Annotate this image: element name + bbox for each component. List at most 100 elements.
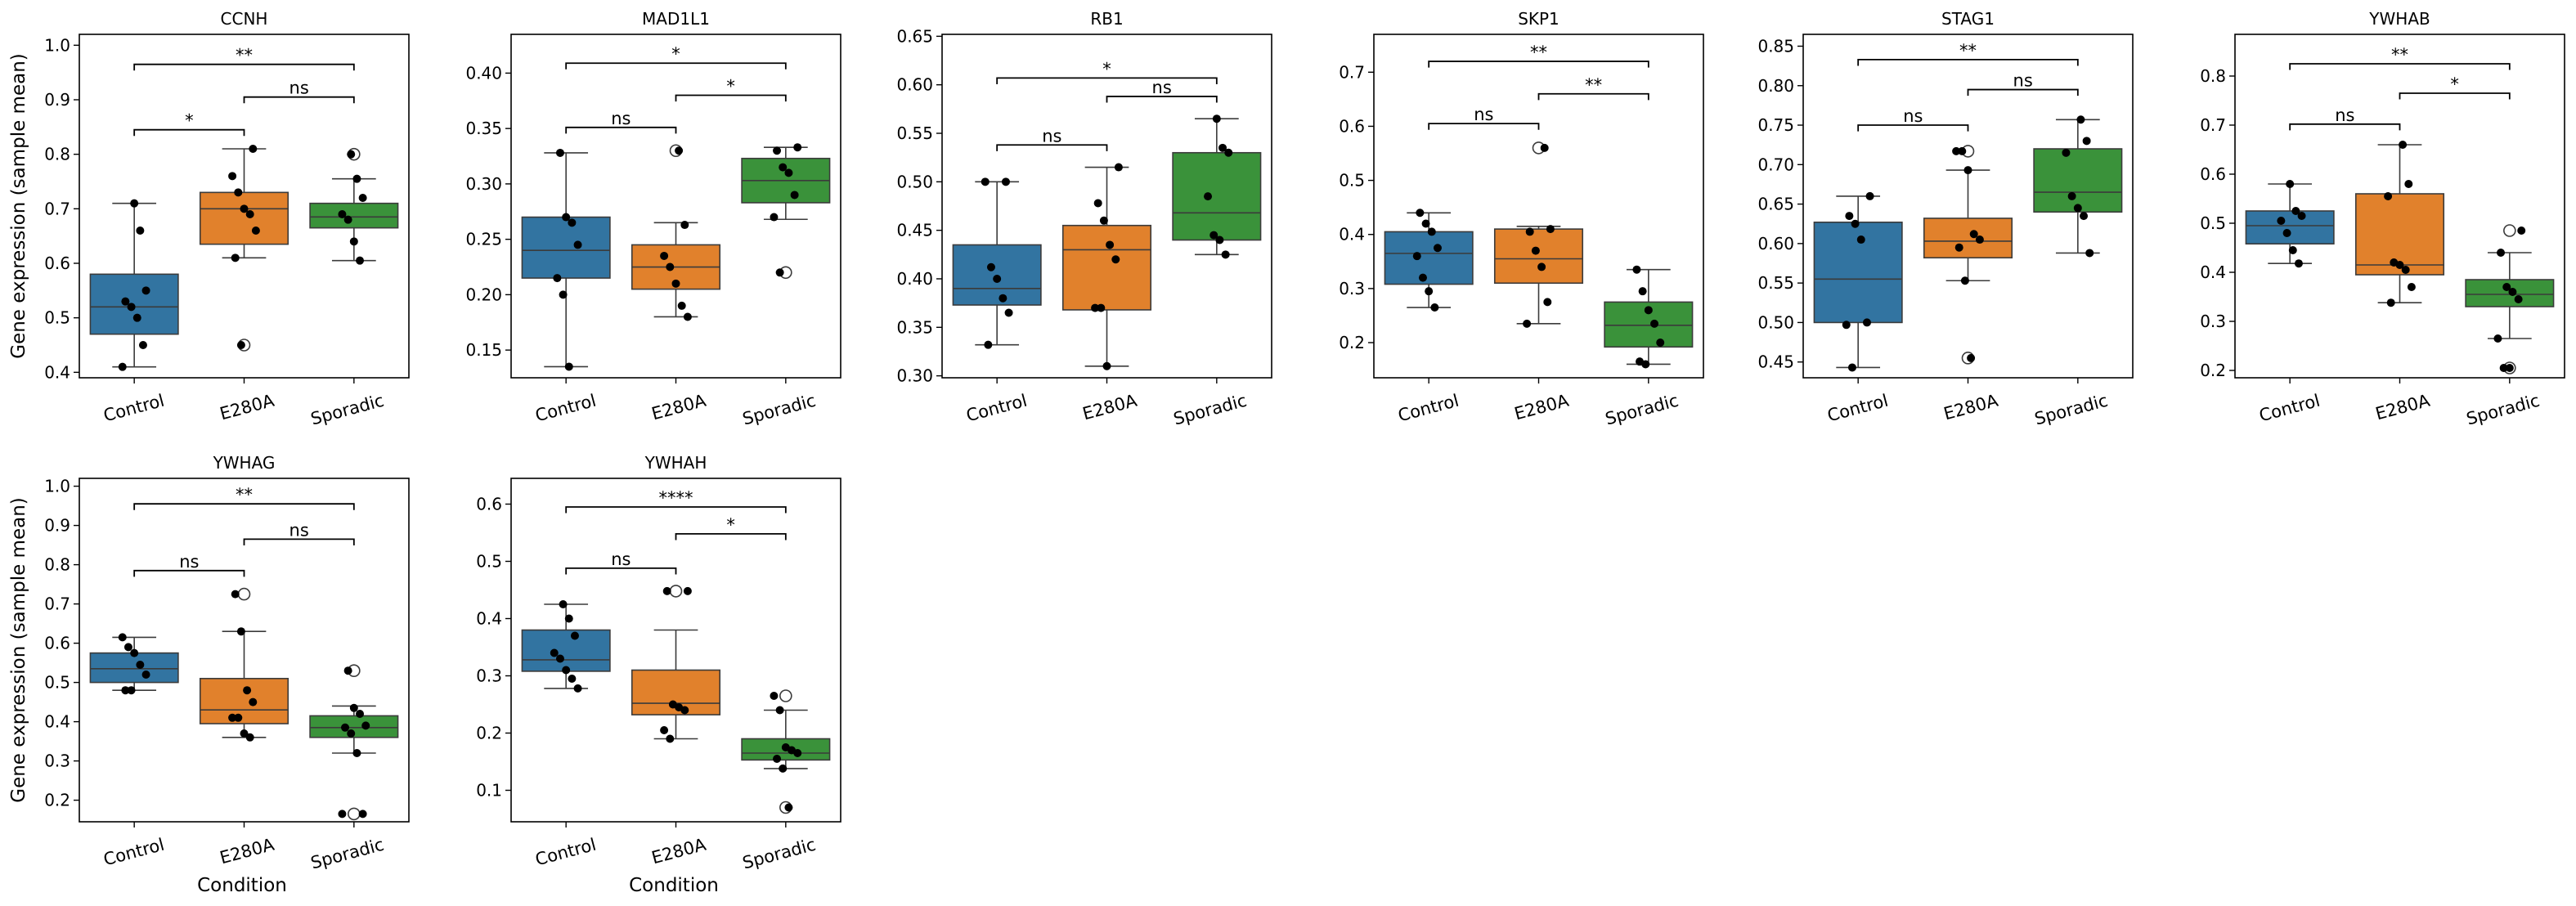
y-tick-label: 0.3 xyxy=(2200,312,2226,331)
y-tick-label: 0.40 xyxy=(896,269,933,289)
data-point xyxy=(677,301,686,310)
data-point xyxy=(981,177,990,186)
y-tick-label: 0.50 xyxy=(1757,312,1794,332)
data-point xyxy=(358,810,367,819)
data-point xyxy=(240,729,249,738)
significance-bracket xyxy=(133,128,245,137)
data-point xyxy=(1412,252,1421,261)
data-point xyxy=(2297,212,2306,220)
y-tick-label: 0.6 xyxy=(44,634,70,653)
y-tick-label: 0.45 xyxy=(896,221,933,240)
data-point xyxy=(121,297,130,306)
y-tick-label: 0.35 xyxy=(896,317,933,337)
data-point xyxy=(341,723,350,732)
data-point xyxy=(231,253,240,262)
data-point xyxy=(1212,114,1221,123)
data-point xyxy=(2505,364,2514,372)
data-point xyxy=(234,188,243,197)
y-tick-label: 0.55 xyxy=(896,123,933,143)
data-point xyxy=(562,213,571,222)
y-tick-label: 0.65 xyxy=(1757,195,1794,214)
box-sporadic xyxy=(309,715,399,738)
data-point xyxy=(1091,303,1100,312)
data-point xyxy=(1975,235,1984,244)
significance-bracket xyxy=(565,506,787,514)
data-point xyxy=(2514,295,2523,303)
panel-title: CCNH xyxy=(221,9,268,29)
y-tick-label: 0.8 xyxy=(44,145,70,164)
data-point xyxy=(1418,273,1427,282)
data-point xyxy=(136,226,145,235)
significance-label: ** xyxy=(1585,75,1602,95)
data-point xyxy=(234,713,243,722)
data-point xyxy=(2062,148,2071,157)
y-axis-label-bottom-row: Gene expression (sample mean) xyxy=(8,497,29,803)
data-point xyxy=(683,312,692,321)
y-tick-label: 0.40 xyxy=(465,63,502,83)
box-control xyxy=(521,629,611,672)
panel-title: RB1 xyxy=(1090,9,1123,29)
data-point xyxy=(2288,246,2297,254)
data-point xyxy=(361,721,370,730)
data-point xyxy=(2407,283,2416,291)
data-point xyxy=(553,274,562,283)
data-point xyxy=(573,684,582,693)
y-tick-label: 0.7 xyxy=(44,199,70,218)
y-tick-label: 0.4 xyxy=(476,609,502,629)
y-tick-label: 0.65 xyxy=(896,26,933,46)
significance-label: ns xyxy=(1474,105,1493,124)
data-point xyxy=(1540,143,1549,152)
panel-title: STAG1 xyxy=(1941,9,1995,29)
data-point xyxy=(559,290,568,299)
data-point xyxy=(1093,199,1102,208)
significance-bracket xyxy=(565,567,677,575)
data-point xyxy=(118,633,127,642)
y-tick-label: 0.30 xyxy=(465,174,502,194)
box-e280a xyxy=(1493,228,1584,285)
data-point xyxy=(2497,249,2506,257)
data-point xyxy=(999,294,1008,303)
data-point xyxy=(1960,276,1969,285)
y-tick-label: 0.6 xyxy=(1339,116,1365,136)
data-point xyxy=(2499,364,2508,372)
data-point xyxy=(2502,283,2511,291)
significance-bracket xyxy=(133,503,355,510)
data-point xyxy=(127,686,136,695)
data-point xyxy=(2493,334,2502,343)
box-sporadic xyxy=(1172,151,1262,241)
data-point xyxy=(775,706,784,715)
panel-title: SKP1 xyxy=(1518,9,1560,29)
significance-label: **** xyxy=(659,488,693,508)
significance-label: * xyxy=(1102,59,1111,78)
data-point xyxy=(349,703,358,712)
outlier-marker xyxy=(2503,224,2516,237)
data-point xyxy=(138,341,147,349)
significance-label: ** xyxy=(236,46,253,65)
data-point xyxy=(249,697,258,706)
significance-label: ns xyxy=(611,109,631,128)
y-tick-label: 0.2 xyxy=(1339,333,1365,352)
significance-label: ns xyxy=(1042,126,1061,146)
significance-bracket xyxy=(133,63,355,71)
data-point xyxy=(773,755,782,763)
significance-bracket xyxy=(996,77,1218,84)
significance-bracket xyxy=(1428,61,1649,68)
data-point xyxy=(352,174,361,183)
data-point xyxy=(770,213,779,222)
data-point xyxy=(358,194,367,202)
data-point xyxy=(1416,209,1425,218)
data-point xyxy=(1425,287,1434,296)
data-point xyxy=(1865,191,1874,200)
y-tick-label: 0.4 xyxy=(44,362,70,382)
y-tick-label: 0.7 xyxy=(44,594,70,614)
significance-label: ** xyxy=(1530,43,1547,62)
y-tick-label: 0.5 xyxy=(2200,213,2226,233)
data-point xyxy=(352,749,361,757)
data-point xyxy=(2384,192,2393,200)
data-point xyxy=(130,648,139,657)
box-e280a xyxy=(1923,218,2013,259)
outlier-marker xyxy=(779,689,792,702)
data-point xyxy=(231,590,240,599)
y-tick-label: 0.45 xyxy=(1757,352,1794,372)
